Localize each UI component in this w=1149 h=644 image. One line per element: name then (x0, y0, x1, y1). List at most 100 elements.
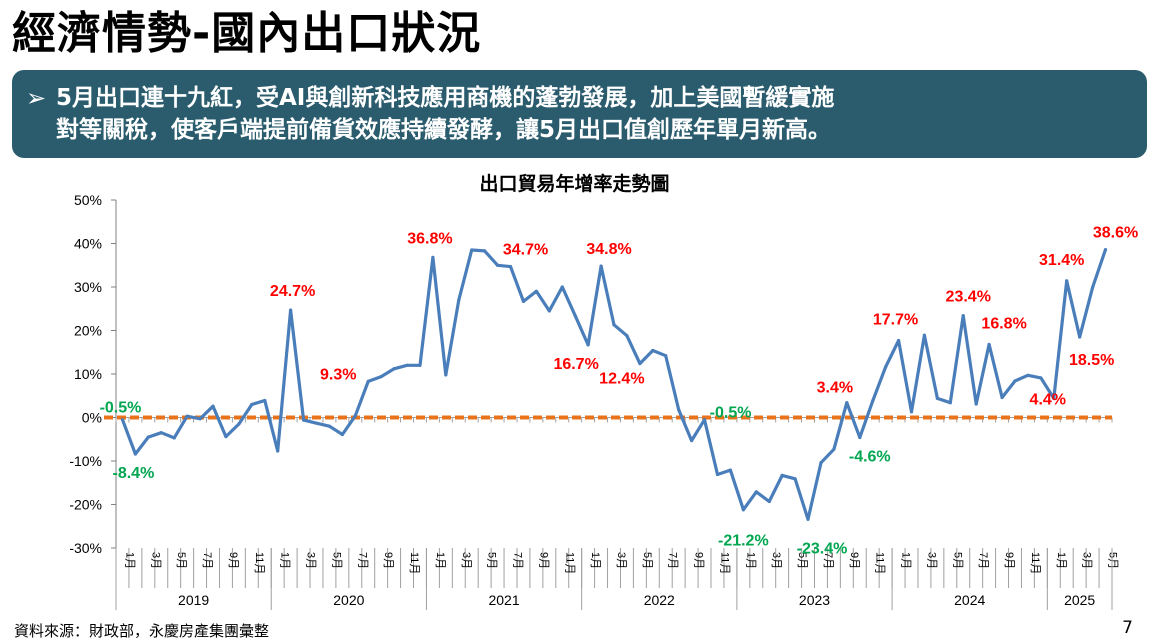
data-point (483, 249, 487, 253)
data-point (133, 452, 138, 456)
month-tick-label: 1月 (434, 552, 446, 569)
data-label: 34.8% (586, 241, 631, 258)
data-point (379, 375, 383, 379)
data-point (547, 309, 551, 313)
month-tick-label: 5月 (175, 552, 187, 569)
data-point (366, 379, 370, 383)
month-tick-label: 9月 (382, 552, 394, 569)
data-point (573, 314, 577, 318)
data-point (508, 264, 513, 269)
data-label: 3.4% (817, 380, 853, 397)
data-point (276, 449, 280, 453)
data-point (1090, 285, 1095, 290)
data-point (896, 338, 901, 343)
data-point (1000, 395, 1004, 400)
data-point (1026, 373, 1030, 377)
data-point (871, 399, 875, 403)
y-tick-label: 10% (74, 366, 102, 382)
data-point (599, 264, 603, 268)
month-tick-label: 1月 (900, 552, 912, 569)
data-label: 34.7% (503, 242, 548, 259)
month-tick-label: 7月 (822, 552, 834, 569)
month-tick-label: 3月 (615, 552, 627, 569)
data-point (793, 477, 797, 481)
year-label: 2024 (954, 592, 985, 608)
data-point (664, 354, 668, 358)
data-point (741, 508, 745, 512)
month-tick-label: 3月 (149, 552, 161, 569)
data-point (431, 255, 435, 260)
data-label: 23.4% (946, 289, 991, 306)
data-point (250, 402, 254, 407)
month-tick-label: 5月 (796, 552, 808, 569)
data-point (172, 436, 176, 440)
y-tick-label: 20% (74, 323, 102, 339)
month-tick-label: 7月 (356, 552, 368, 569)
data-point (922, 333, 927, 337)
data-label: -0.5% (100, 400, 142, 417)
y-tick-label: 50% (74, 192, 102, 208)
year-label: 2025 (1064, 592, 1095, 608)
month-tick-label: 11月 (718, 552, 730, 574)
month-tick-label: 9月 (848, 552, 860, 569)
data-point (495, 263, 500, 267)
month-tick-label: 1月 (589, 552, 601, 569)
y-tick-label: 30% (74, 279, 102, 295)
data-point (198, 417, 202, 421)
data-point (392, 367, 396, 371)
month-tick-label: 11月 (253, 552, 265, 574)
year-label: 2020 (333, 592, 364, 608)
y-tick-label: 40% (74, 236, 102, 252)
data-point (534, 289, 538, 293)
data-point (677, 408, 681, 412)
data-label: -23.4% (797, 540, 848, 557)
data-point (651, 348, 655, 353)
data-point (405, 363, 409, 367)
month-tick-label: 5月 (951, 552, 963, 569)
data-label: 16.7% (553, 356, 598, 373)
data-point (715, 472, 720, 477)
month-tick-label: 1月 (1055, 552, 1067, 569)
data-point (470, 248, 474, 252)
data-point (159, 431, 163, 435)
data-label: 9.3% (320, 366, 356, 383)
month-tick-label: 1月 (744, 552, 756, 569)
data-point (858, 435, 862, 440)
data-point (457, 298, 461, 302)
source-note: 資料來源：財政部，永慶房產集團彙整 (14, 622, 270, 640)
month-tick-label: 9月 (1003, 552, 1015, 569)
month-tick-label: 11月 (408, 552, 420, 574)
data-point (728, 468, 733, 472)
month-tick-label: 3月 (770, 552, 782, 569)
chart-title: 出口貿易年增率走勢圖 (479, 173, 670, 195)
month-tick-label: 1月 (123, 552, 135, 569)
data-point (961, 314, 965, 318)
year-label: 2021 (488, 592, 519, 608)
y-tick-label: 0% (82, 410, 102, 426)
month-tick-label: 7月 (977, 552, 989, 569)
month-tick-label: 11月 (563, 552, 575, 574)
data-point (340, 432, 344, 437)
data-label: 16.8% (981, 315, 1026, 332)
data-point (146, 435, 150, 439)
month-tick-label: 7月 (201, 552, 213, 569)
arrow-bullet-icon: ➢ (26, 84, 47, 112)
month-tick-label: 3月 (1081, 552, 1093, 569)
data-point (120, 418, 125, 422)
data-point (884, 365, 888, 369)
data-point (353, 414, 357, 418)
month-tick-label: 9月 (537, 552, 549, 569)
data-point (690, 438, 694, 443)
data-label: -21.2% (718, 533, 769, 550)
month-tick-label: 3月 (305, 552, 317, 569)
data-point (314, 421, 319, 425)
data-point (418, 363, 422, 367)
data-label: 38.6% (1093, 225, 1138, 242)
data-label: -0.5% (710, 405, 752, 422)
data-point (560, 285, 564, 289)
year-label: 2023 (799, 592, 830, 608)
month-tick-label: 1月 (279, 552, 291, 569)
y-tick-label: -30% (69, 540, 102, 556)
month-tick-label: 3月 (925, 552, 937, 569)
page-title: 經濟情勢-國內出口狀況 (12, 8, 482, 59)
